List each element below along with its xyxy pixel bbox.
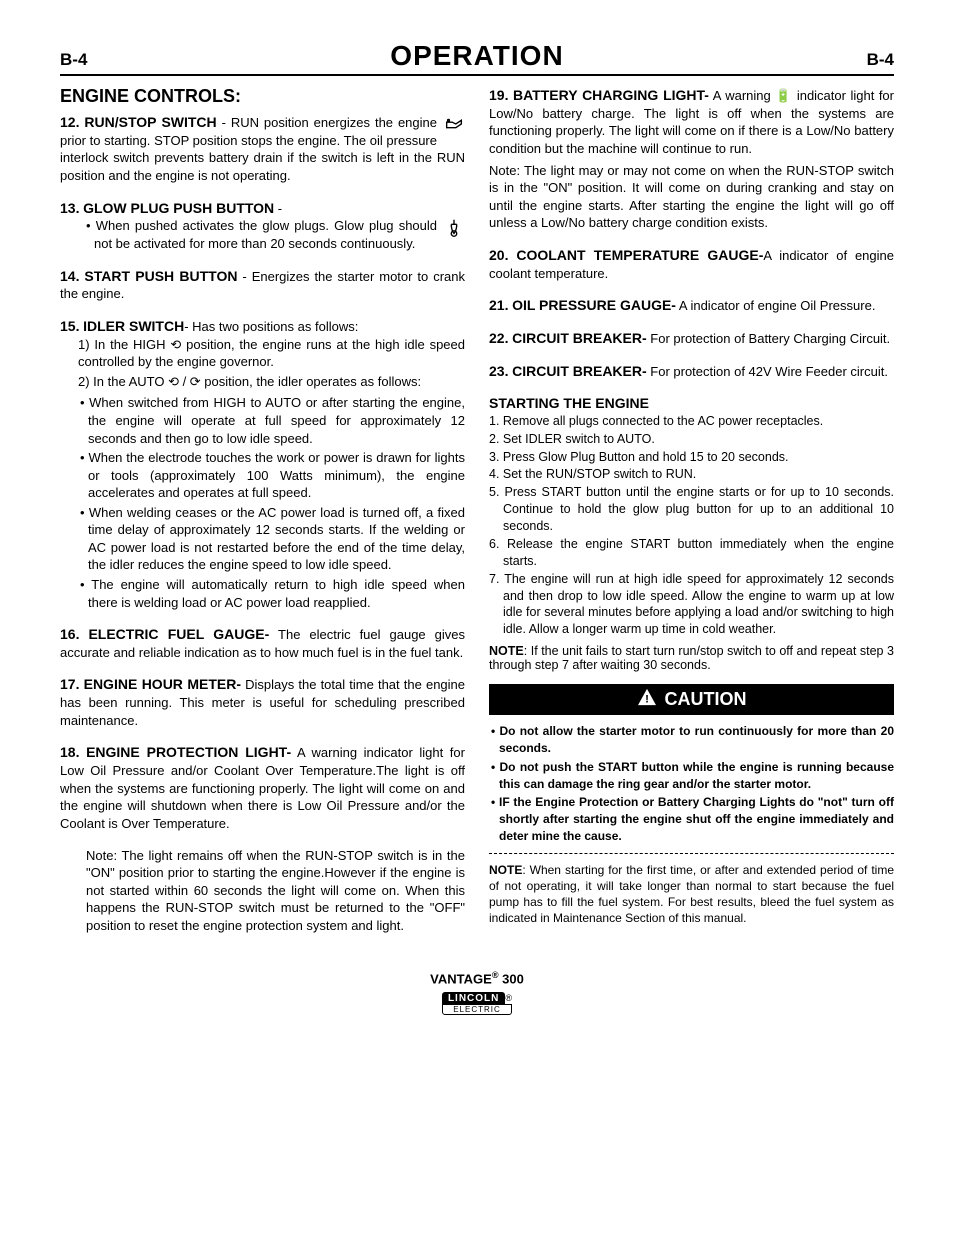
item-19-note: Note: The light may or may not come on w… <box>489 162 894 232</box>
left-column: ENGINE CONTROLS: 12. RUN/STOP SWITCH - R… <box>60 86 465 948</box>
step-4: 4. Set the RUN/STOP switch to RUN. <box>489 466 894 483</box>
item-18-num: 18. <box>60 744 79 760</box>
caution-3: • IF the Engine Protection or Battery Ch… <box>489 794 894 844</box>
item-15-b3: • When welding ceases or the AC power lo… <box>80 504 465 574</box>
item-15-body: Has two positions as follows: <box>192 319 358 334</box>
item-21-num: 21. <box>489 297 508 313</box>
item-21-title: OIL PRESSURE GAUGE- <box>512 297 676 313</box>
item-21-body: A indicator of engine Oil Pressure. <box>679 298 876 313</box>
item-15: 15. IDLER SWITCH- Has two positions as f… <box>60 317 465 611</box>
starting-steps: 1. Remove all plugs connected to the AC … <box>489 413 894 638</box>
footer-model: VANTAGE® 300 <box>60 970 894 986</box>
item-18: 18. ENGINE PROTECTION LIGHT- A warning i… <box>60 743 465 934</box>
item-17: 17. ENGINE HOUR METER- Displays the tota… <box>60 675 465 729</box>
logo-bottom: ELECTRIC <box>442 1004 512 1015</box>
item-20: 20. COOLANT TEMPERATURE GAUGE-A indicato… <box>489 246 894 282</box>
step-1: 1. Remove all plugs connected to the AC … <box>489 413 894 430</box>
item-15-title: IDLER SWITCH <box>83 318 184 334</box>
item-18-note: Note: The light remains off when the RUN… <box>60 847 465 935</box>
item-19-title: BATTERY CHARGING LIGHT- <box>513 87 709 103</box>
content-columns: ENGINE CONTROLS: 12. RUN/STOP SWITCH - R… <box>60 86 894 948</box>
header-right: B-4 <box>867 50 894 70</box>
item-19: 19. BATTERY CHARGING LIGHT- A warning 🔋 … <box>489 86 894 232</box>
item-15-n2: 2) In the AUTO ⟲ / ⟳ position, the idler… <box>78 373 465 391</box>
caution-label: CAUTION <box>665 689 747 710</box>
item-13: 13. GLOW PLUG PUSH BUTTON - • When pushe… <box>60 199 465 253</box>
item-20-title: COOLANT TEMPERATURE GAUGE- <box>516 247 763 263</box>
item-15-b2: • When the electrode touches the work or… <box>80 449 465 502</box>
item-20-num: 20. <box>489 247 508 263</box>
item-15-num: 15. <box>60 318 79 334</box>
item-13-num: 13. <box>60 200 79 216</box>
item-16: 16. ELECTRIC FUEL GAUGE- The electric fu… <box>60 625 465 661</box>
caution-bar: ! CAUTION <box>489 684 894 715</box>
item-22: 22. CIRCUIT BREAKER- For protection of B… <box>489 329 894 348</box>
item-15-b1: • When switched from HIGH to AUTO or aft… <box>80 394 465 447</box>
warning-triangle-icon: ! <box>637 688 657 711</box>
glowplug-icon <box>443 217 465 244</box>
item-22-body: For protection of Battery Charging Circu… <box>650 331 890 346</box>
page-footer: VANTAGE® 300 LINCOLN® ELECTRIC <box>60 970 894 1014</box>
item-13-bullet: • When pushed activates the glow plugs. … <box>86 217 465 252</box>
item-15-b4: • The engine will automatically return t… <box>80 576 465 611</box>
item-14-title: START PUSH BUTTON <box>84 268 237 284</box>
caution-1: • Do not allow the starter motor to run … <box>489 723 894 757</box>
item-22-title: CIRCUIT BREAKER- <box>512 330 647 346</box>
item-21: 21. OIL PRESSURE GAUGE- A indicator of e… <box>489 296 894 315</box>
item-16-title: ELECTRIC FUEL GAUGE- <box>88 626 269 642</box>
step-2: 2. Set IDLER switch to AUTO. <box>489 431 894 448</box>
item-19-num: 19. <box>489 87 508 103</box>
engine-controls-heading: ENGINE CONTROLS: <box>60 86 465 107</box>
header-left: B-4 <box>60 50 87 70</box>
lincoln-logo: LINCOLN® ELECTRIC <box>442 989 512 1015</box>
item-23-title: CIRCUIT BREAKER- <box>512 363 647 379</box>
item-17-title: ENGINE HOUR METER- <box>84 676 241 692</box>
item-17-num: 17. <box>60 676 79 692</box>
header-title: OPERATION <box>390 40 563 72</box>
caution-2: • Do not push the START button while the… <box>489 759 894 793</box>
final-note: NOTE: When starting for the first time, … <box>489 862 894 927</box>
item-18-title: ENGINE PROTECTION LIGHT- <box>86 744 291 760</box>
item-16-num: 16. <box>60 626 79 642</box>
item-12-title: RUN/STOP SWITCH <box>84 114 216 130</box>
page-header: B-4 OPERATION B-4 <box>60 40 894 76</box>
item-22-num: 22. <box>489 330 508 346</box>
item-12: 12. RUN/STOP SWITCH - RUN position energ… <box>60 113 465 185</box>
item-13-title: GLOW PLUG PUSH BUTTON <box>83 200 274 216</box>
oilcan-icon <box>443 113 465 140</box>
step-5: 5. Press START button until the engine s… <box>489 484 894 535</box>
item-23-num: 23. <box>489 363 508 379</box>
caution-list: • Do not allow the starter motor to run … <box>489 723 894 845</box>
item-14-num: 14. <box>60 268 79 284</box>
logo-top: LINCOLN <box>442 992 505 1005</box>
item-23: 23. CIRCUIT BREAKER- For protection of 4… <box>489 362 894 381</box>
item-15-n1: 1) In the HIGH ⟲ position, the engine ru… <box>78 336 465 371</box>
item-14: 14. START PUSH BUTTON - Energizes the st… <box>60 267 465 303</box>
dashed-separator <box>489 853 894 854</box>
start-note: NOTE: If the unit fails to start turn ru… <box>489 644 894 672</box>
step-6: 6. Release the engine START button immed… <box>489 536 894 570</box>
svg-text:!: ! <box>645 694 649 706</box>
item-23-body: For protection of 42V Wire Feeder circui… <box>650 364 888 379</box>
item-13-sep: - <box>274 201 282 216</box>
item-12-sep: - <box>217 115 231 130</box>
starting-engine-heading: STARTING THE ENGINE <box>489 395 894 411</box>
right-column: 19. BATTERY CHARGING LIGHT- A warning 🔋 … <box>489 86 894 948</box>
step-3: 3. Press Glow Plug Button and hold 15 to… <box>489 449 894 466</box>
step-7: 7. The engine will run at high idle spee… <box>489 571 894 639</box>
item-12-num: 12. <box>60 114 79 130</box>
